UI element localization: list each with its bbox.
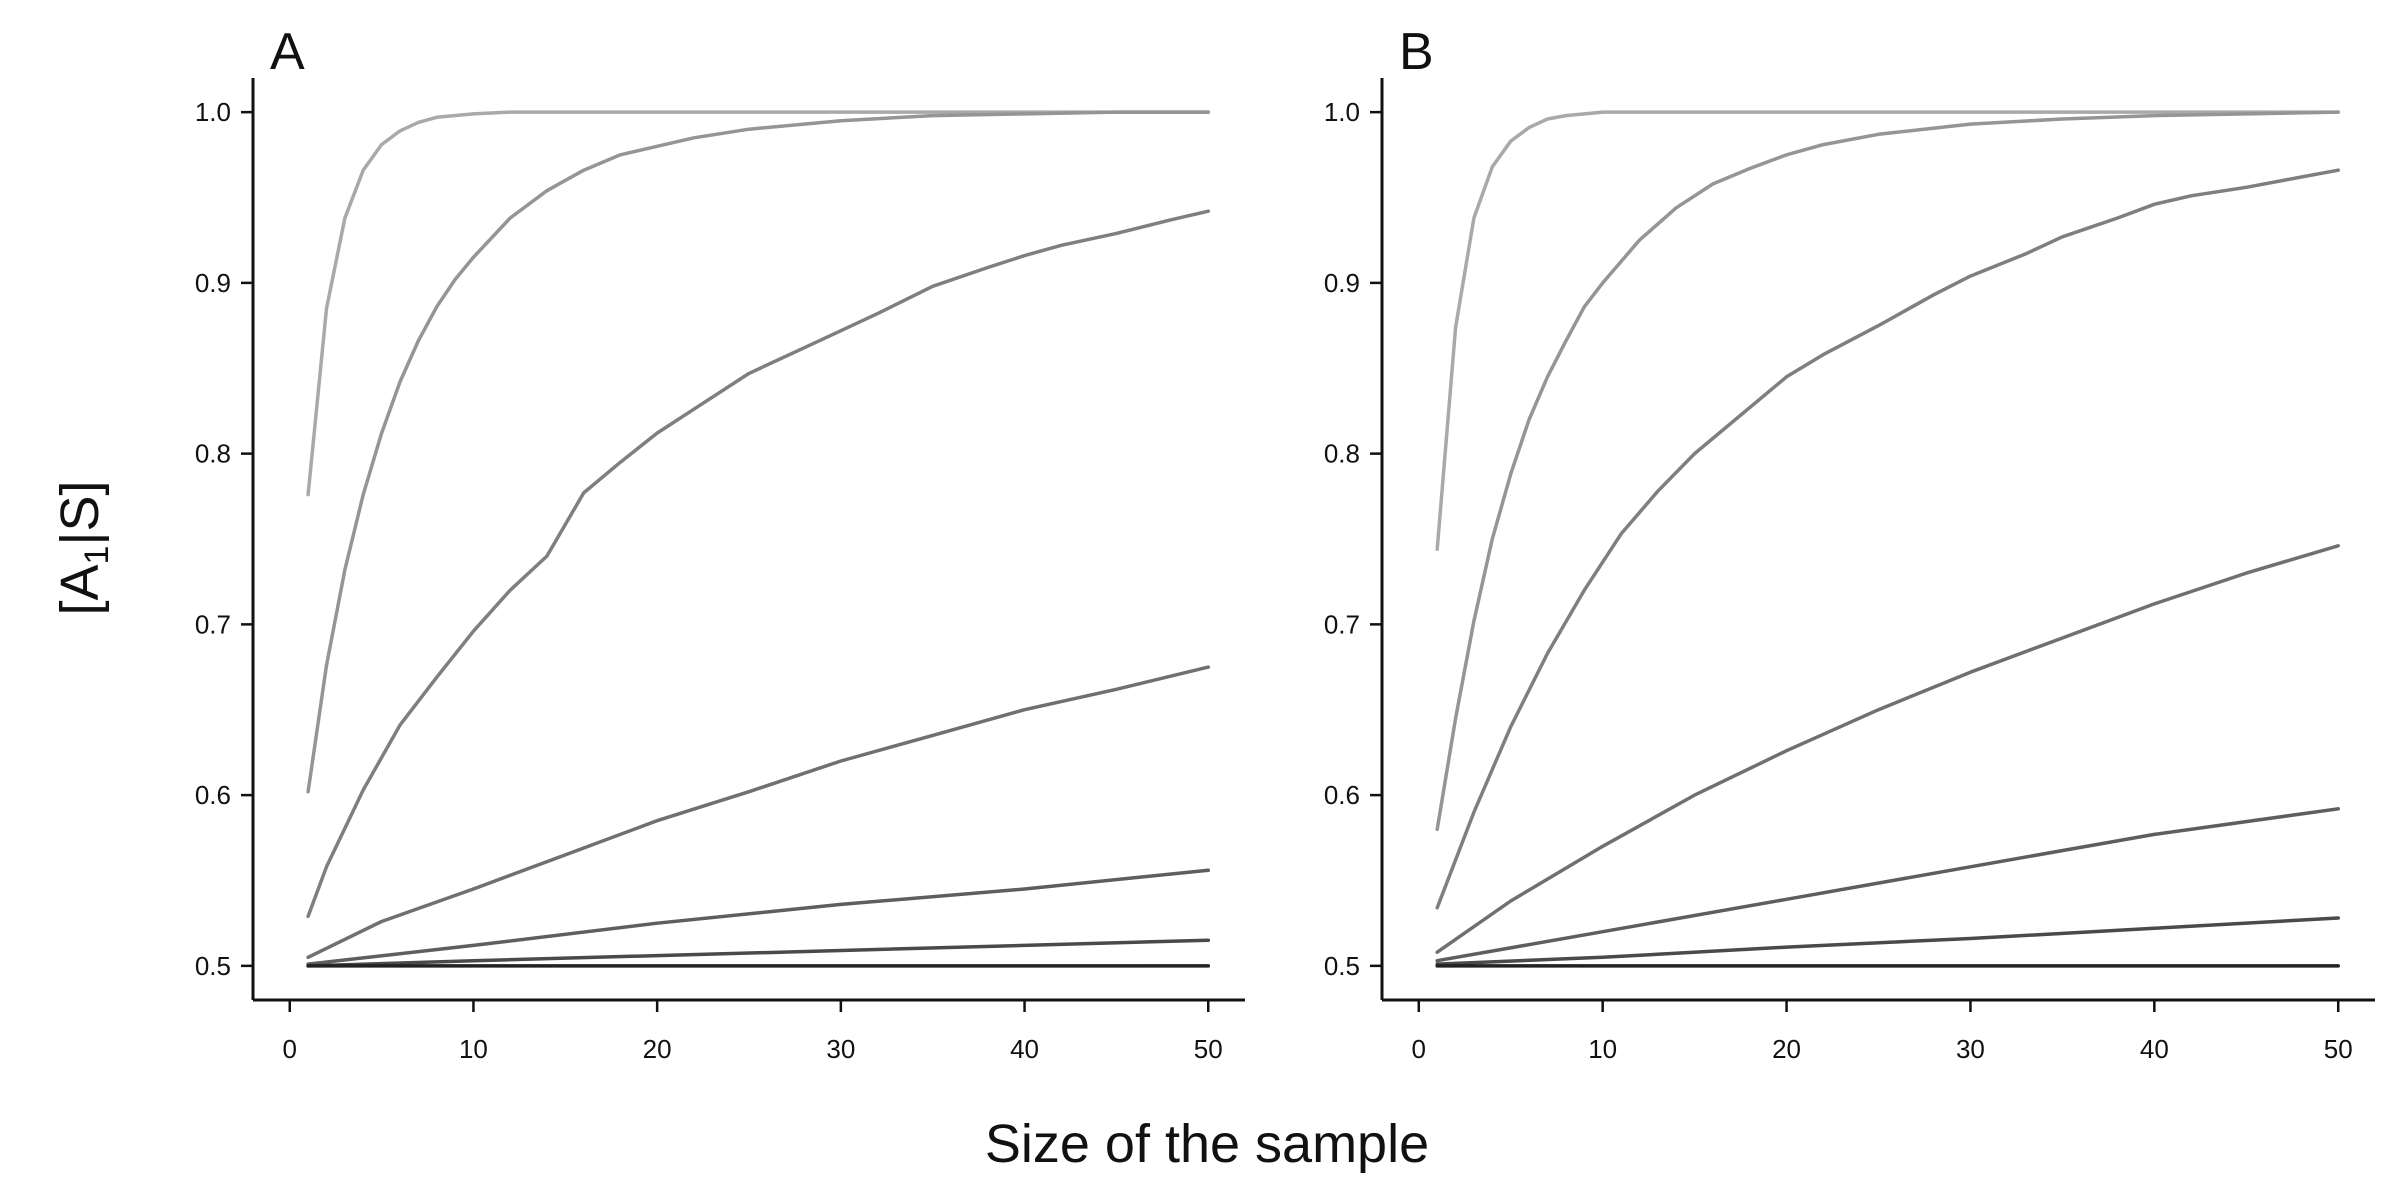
panel-b-y-tick-label: 0.7 <box>1324 609 1360 639</box>
panel-b-y-tick-label: 0.5 <box>1324 951 1360 981</box>
panel-b-x-tick-label: 40 <box>2140 1034 2169 1064</box>
panel-b-series-1-line <box>1435 110 2340 551</box>
panel-b-y-tick-label: 0.9 <box>1324 268 1360 298</box>
panel-b-series-6-line <box>1435 916 2340 966</box>
panel-a-x-tick-label: 10 <box>459 1034 488 1064</box>
panel-a-y-tick-label: 0.6 <box>195 780 231 810</box>
panel-b-x-tick-label: 30 <box>1956 1034 1985 1064</box>
panel-a-series-1-line <box>306 110 1211 497</box>
panel-a-x-tick-label: 0 <box>283 1034 297 1064</box>
y-axis-title-prefix: [A <box>50 564 110 615</box>
panel-a-series-4-line <box>306 665 1211 960</box>
panel-a-label: A <box>270 23 305 81</box>
y-axis-title: [A1|S] <box>50 480 116 615</box>
panel-a-y-tick-label: 0.9 <box>195 268 231 298</box>
panel-a-series-2-line <box>306 110 1211 794</box>
panel-b-series-4-line <box>1435 544 2340 954</box>
panel-a-x-tick-label: 50 <box>1194 1034 1223 1064</box>
panel-b-x-tick-label: 50 <box>2324 1034 2353 1064</box>
panel-b-y-tick-label: 0.8 <box>1324 439 1360 469</box>
panel-a-x-tick-label: 30 <box>826 1034 855 1064</box>
panel-b: 0.5 0.6 0.7 0.8 0.9 1.0 0 10 20 30 40 50 B <box>1324 23 2375 1064</box>
y-axis-title-suffix: |S] <box>50 480 110 545</box>
panel-a: 0.5 0.6 0.7 0.8 0.9 1.0 0 10 20 30 40 50 A <box>195 23 1245 1064</box>
panel-b-x-tick-label: 10 <box>1588 1034 1617 1064</box>
panels: 0.50.60.70.80.91.00 10 20 30 40 50A0.50.60.70… <box>195 23 2375 1064</box>
panel-a-y-tick-label: 1.0 <box>195 97 231 127</box>
panel-a-series-5-line <box>306 868 1211 966</box>
panel-a-x-tick-label: 40 <box>1010 1034 1039 1064</box>
panel-b-x-tick-label: 0 <box>1412 1034 1426 1064</box>
panel-a-y-tick-label: 0.5 <box>195 951 231 981</box>
panel-b-series-2-line <box>1435 110 2340 832</box>
panel-a-y-tick-label: 0.7 <box>195 609 231 639</box>
y-axis-title-subscript: 1 <box>78 546 116 565</box>
panel-b-label: B <box>1399 23 1434 81</box>
panel-b-x-tick-label: 20 <box>1772 1034 1801 1064</box>
panel-a-series-3-line <box>306 209 1211 919</box>
panel-b-series-3-line <box>1435 168 2340 910</box>
panel-a-y-tick-label: 0.8 <box>195 439 231 469</box>
x-axis-title: Size of the sample <box>985 1114 1429 1174</box>
panel-b-series-5-line <box>1435 807 2340 963</box>
panel-b-y-tick-label: 1.0 <box>1324 97 1360 127</box>
panel-a-x-tick-label: 20 <box>643 1034 672 1064</box>
panel-a-series-6-line <box>306 938 1211 968</box>
panel-b-y-tick-label: 0.6 <box>1324 780 1360 810</box>
